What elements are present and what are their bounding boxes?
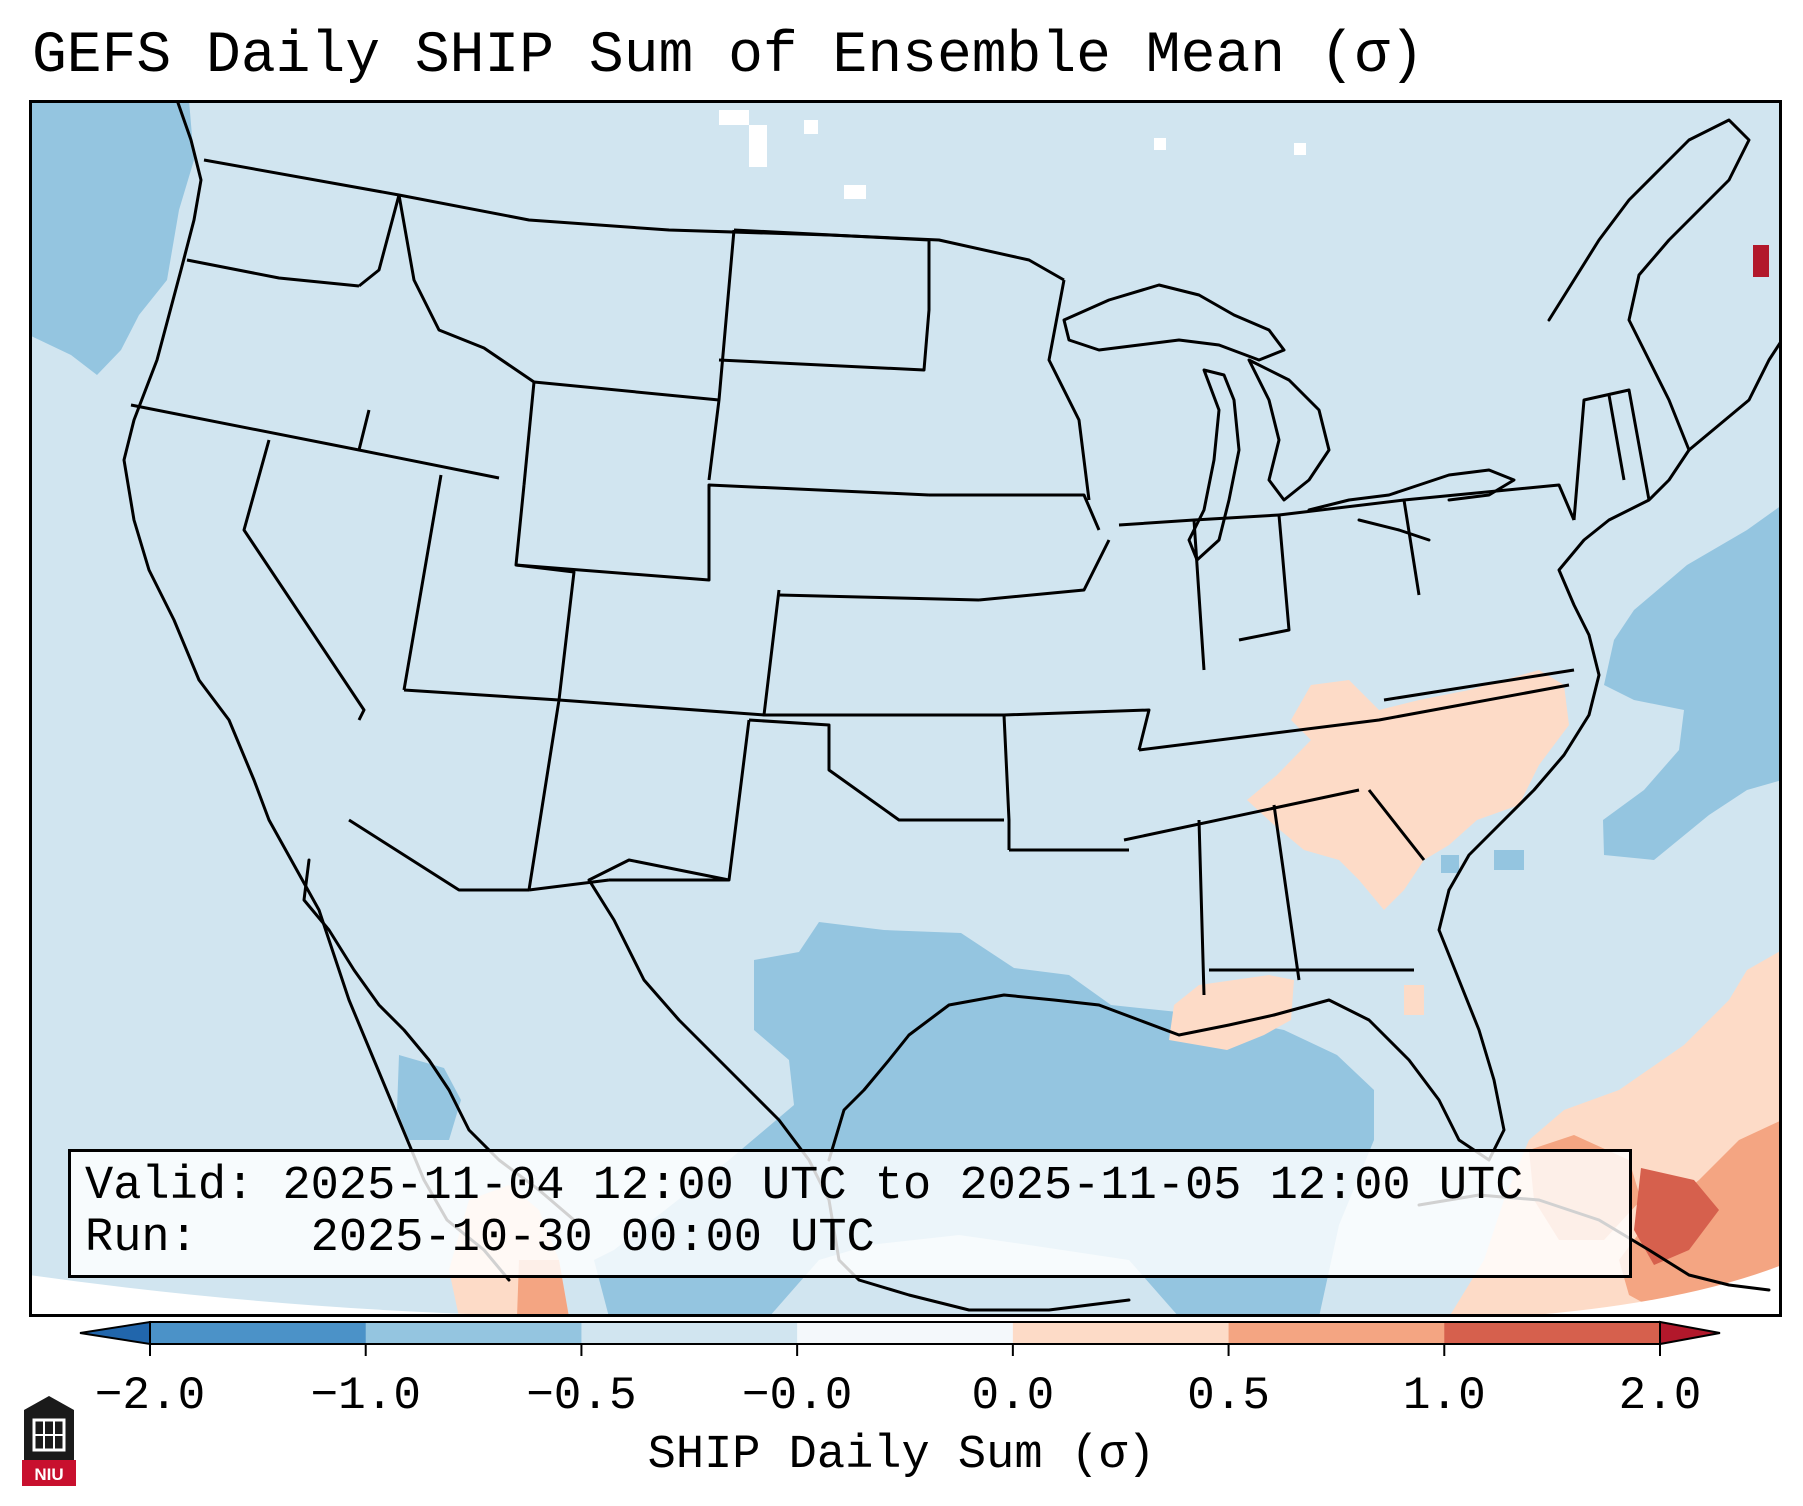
border-tn-ms-al-ga [1123, 788, 1426, 996]
border-ok-ar [1002, 714, 1011, 850]
colorbar-bin [1444, 1322, 1661, 1344]
border-wa-id [358, 194, 401, 288]
colorbar-tick-label: 0.0 [971, 1370, 1054, 1422]
colorbar-tick-label: −2.0 [95, 1370, 205, 1422]
validity-info-box: Valid: 2025-11-04 12:00 UTC to 2025-11-0… [68, 1149, 1632, 1278]
colorbar-tick-label: −1.0 [311, 1370, 421, 1422]
map-canvas [29, 100, 1782, 1317]
logo-text: NIU [34, 1465, 63, 1484]
map-panel [29, 100, 1782, 1317]
border-nv-ut [402, 474, 443, 691]
anomaly-patch-strong [1753, 245, 1769, 277]
colorbar-outline [149, 1321, 1661, 1345]
anomaly-region-carolinas [1247, 670, 1569, 910]
anomaly-patch-zero [749, 125, 767, 167]
border-mo-ar [1003, 708, 1151, 751]
run-label: Run: [85, 1212, 198, 1265]
valid-time-line: Valid: 2025-11-04 12:00 UTC to 2025-11-0… [85, 1160, 1523, 1214]
anomaly-patch-zero [804, 120, 818, 134]
colorbar-bins [79, 1320, 1721, 1346]
northeast-coast [1547, 118, 1751, 452]
colorbar-bin [1012, 1322, 1230, 1344]
colorbar-ticks: −2.0 −1.0 −0.5 −0.0 0.0 0.5 1.0 2.0 [95, 1344, 1702, 1422]
border-id-wy [522, 381, 536, 486]
border-va-nc [1383, 668, 1575, 702]
anomaly-patch-zero [844, 185, 866, 199]
colorbar-bin [797, 1322, 1014, 1344]
projection-edge [1509, 1265, 1782, 1317]
colorbar-label: SHIP Daily Sum (σ) [647, 1429, 1156, 1482]
run-value: 2025-10-30 00:00 UTC [310, 1212, 875, 1265]
border-mexico [588, 858, 730, 882]
border-az-mexico [348, 818, 529, 892]
colorbar-bin [150, 1322, 367, 1344]
border-az-nm [403, 688, 561, 891]
anomaly-patch [1404, 985, 1424, 1015]
border-ky-tn [1138, 683, 1570, 752]
anomaly-region-caribbean-core [1634, 1168, 1719, 1265]
colorbar-extend-low [79, 1320, 151, 1346]
colorbar-tick-label: −0.5 [526, 1370, 636, 1422]
border-ia-mo [978, 539, 1111, 602]
east-coast [1447, 338, 1782, 892]
anomaly-region-baja [397, 1055, 461, 1140]
anomaly-region-atlantic-blue [1603, 505, 1782, 860]
valid-value: 2025-11-04 12:00 UTC to 2025-11-05 12:00… [282, 1160, 1524, 1213]
chart-title: GEFS Daily SHIP Sum of Ensemble Mean (σ) [32, 24, 1425, 89]
map-frame [29, 100, 1782, 1317]
great-lakes-superior [1062, 283, 1286, 362]
colorbar-tick-label: 1.0 [1403, 1370, 1486, 1422]
state-borders [130, 158, 1651, 996]
great-lakes-huron [1247, 358, 1331, 502]
colorbar-extend-high [1659, 1320, 1721, 1346]
border-nd-sd [718, 228, 931, 372]
valid-label: Valid: [85, 1160, 255, 1213]
niu-logo: NIU [22, 1396, 76, 1486]
border-in-oh [1193, 513, 1291, 642]
anomaly-patch-zero [1294, 143, 1306, 155]
border-wa-or [186, 258, 360, 288]
projection-edge [29, 1275, 629, 1317]
border-id-mt [397, 194, 535, 384]
colorbar-bin [1228, 1322, 1445, 1344]
canada-border [203, 158, 1065, 282]
colorbar-bin [581, 1322, 798, 1344]
great-lakes-michigan [1187, 368, 1241, 562]
border-id-nv-ut [358, 448, 500, 480]
logo-banner [22, 1460, 76, 1486]
anomaly-patch-zero [1154, 138, 1166, 150]
anomaly-patch [1494, 850, 1524, 870]
border-wy-co-ne [515, 483, 930, 582]
run-time-line: Run: 2025-10-30 00:00 UTC [85, 1212, 875, 1266]
logo-tower-shape [24, 1396, 74, 1462]
anomaly-patch-zero [719, 110, 749, 125]
colorbar: −2.0 −1.0 −0.5 −0.0 0.0 0.5 1.0 2.0 [79, 1320, 1721, 1422]
west-coast [122, 100, 511, 1282]
colorbar-tick-label: 0.5 [1187, 1370, 1270, 1422]
border-pa-ny [1403, 483, 1576, 521]
colorbar-bin [365, 1322, 582, 1344]
border-mn-wi [1047, 279, 1091, 501]
anomaly-region-pacific [29, 100, 194, 375]
colorbar-tick-label: −0.0 [742, 1370, 852, 1422]
border-ny-new-england [1572, 388, 1651, 521]
border-ca-nv [242, 439, 366, 721]
border-ne-ks [778, 593, 980, 602]
border-mn-ia [929, 493, 1101, 531]
colorbar-tick-label: 2.0 [1619, 1370, 1702, 1422]
border-mt-wy-dakotas [533, 229, 736, 481]
texas-louisiana-coast [827, 993, 1276, 1162]
anomaly-patch [1441, 855, 1459, 873]
